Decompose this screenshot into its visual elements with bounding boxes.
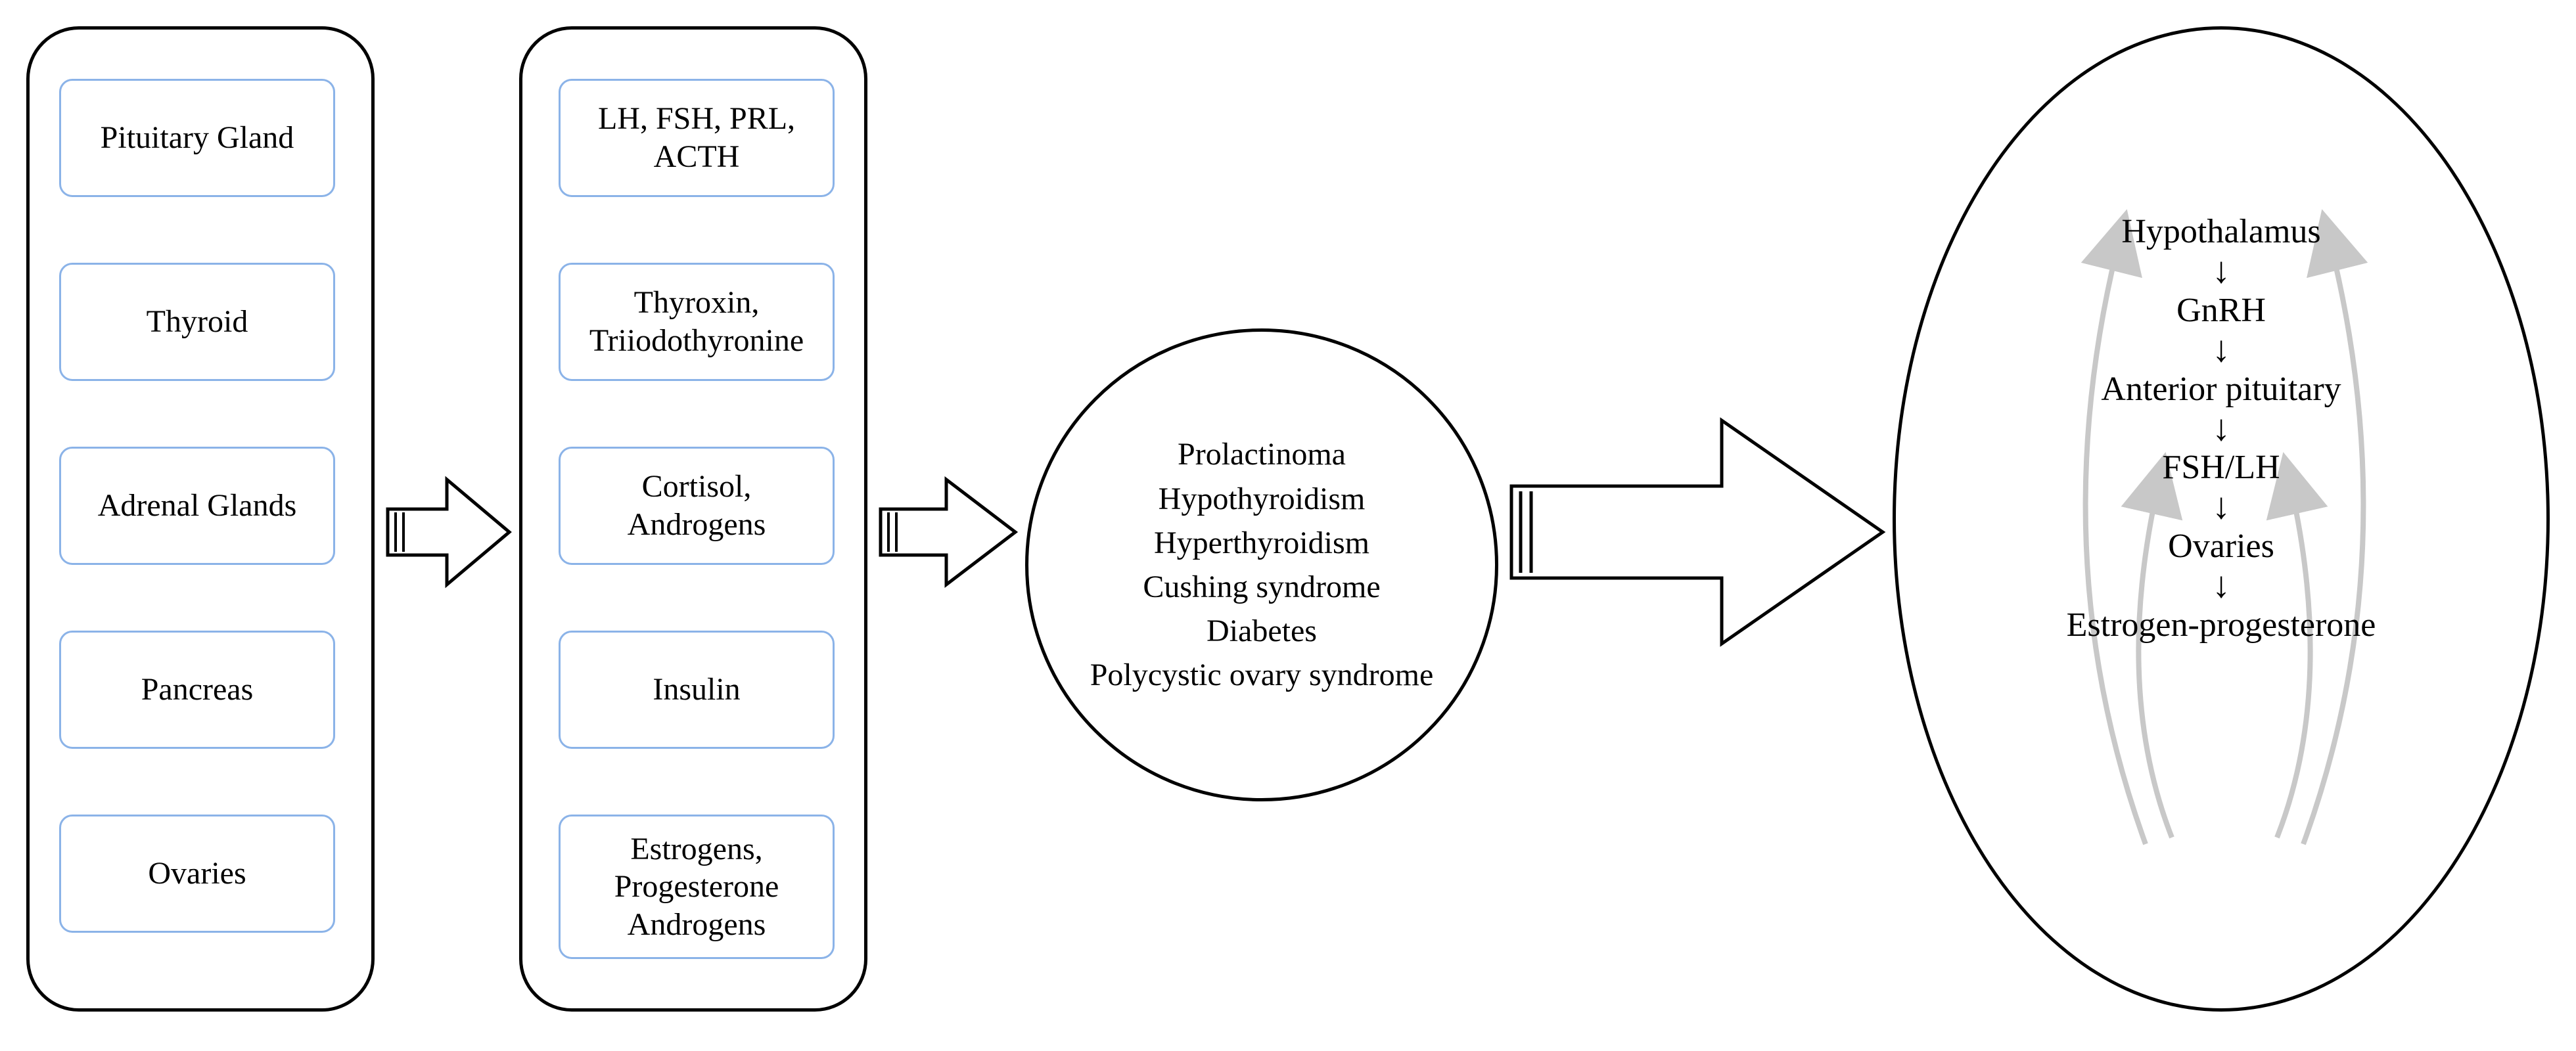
gland-label: Thyroid (147, 303, 248, 341)
down-arrow-icon: ↓ (1896, 335, 2546, 365)
condition-line: Cushing syndrome (1090, 565, 1434, 609)
gland-label: Pancreas (141, 671, 254, 709)
hormone-label: Insulin (653, 671, 740, 709)
condition-line: Polycystic ovary syndrome (1090, 653, 1434, 697)
gland-ovaries: Ovaries (59, 815, 335, 933)
down-arrow-icon: ↓ (1896, 492, 2546, 522)
gland-label: Pituitary Gland (101, 119, 294, 157)
hormone-label: LH, FSH, PRL, ACTH (574, 100, 819, 175)
hormone-ovaries: Estrogens, Progesterone Androgens (559, 815, 835, 959)
conditions-circle: Prolactinoma Hypothyroidism Hyperthyroid… (1025, 328, 1498, 801)
down-arrow-icon: ↓ (1896, 414, 2546, 443)
hormone-label: Thyroxin, Triiodothyronine (574, 284, 819, 359)
hormone-pancreas: Insulin (559, 631, 835, 749)
cascade-anterior-pituitary: Anterior pituitary (1896, 370, 2546, 409)
cascade-ovaries: Ovaries (1896, 527, 2546, 566)
cascade-fsh-lh: FSH/LH (1896, 448, 2546, 487)
condition-line: Prolactinoma (1090, 432, 1434, 476)
gland-pancreas: Pancreas (59, 631, 335, 749)
condition-line: Hypothyroidism (1090, 477, 1434, 521)
gland-label: Adrenal Glands (98, 487, 297, 525)
hpo-cascade: Hypothalamus ↓ GnRH ↓ Anterior pituitary… (1896, 207, 2546, 650)
condition-line: Hyperthyroidism (1090, 521, 1434, 565)
down-arrow-icon: ↓ (1896, 571, 2546, 600)
gland-pituitary: Pituitary Gland (59, 79, 335, 197)
hormone-adrenal: Cortisol, Androgens (559, 447, 835, 565)
hormone-label: Estrogens, Progesterone Androgens (574, 830, 819, 944)
conditions-text: Prolactinoma Hypothyroidism Hyperthyroid… (1090, 432, 1434, 697)
gland-label: Ovaries (148, 855, 246, 893)
endocrine-diagram: Pituitary Gland Thyroid Adrenal Glands P… (0, 0, 2576, 1051)
gland-adrenal: Adrenal Glands (59, 447, 335, 565)
cascade-estrogen-progesterone: Estrogen-progesterone (1896, 606, 2546, 644)
block-arrow-2 (874, 473, 1019, 591)
cascade-hypothalamus: Hypothalamus (1896, 212, 2546, 251)
block-arrow-3 (1505, 414, 1886, 650)
down-arrow-icon: ↓ (1896, 256, 2546, 286)
hormone-pituitary: LH, FSH, PRL, ACTH (559, 79, 835, 197)
hormone-thyroid: Thyroxin, Triiodothyronine (559, 263, 835, 381)
condition-line: Diabetes (1090, 609, 1434, 653)
hormone-label: Cortisol, Androgens (574, 468, 819, 543)
block-arrow-1 (381, 473, 513, 591)
hpo-axis-ellipse: Hypothalamus ↓ GnRH ↓ Anterior pituitary… (1893, 26, 2550, 1012)
cascade-gnrh: GnRH (1896, 291, 2546, 330)
gland-thyroid: Thyroid (59, 263, 335, 381)
